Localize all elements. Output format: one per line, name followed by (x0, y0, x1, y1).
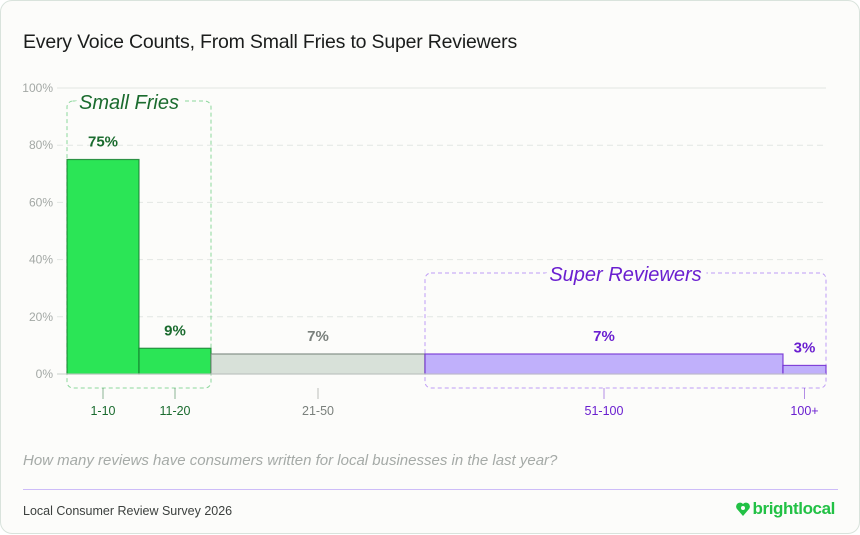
x-tick-label: 21-50 (302, 404, 334, 418)
data-label: 3% (794, 339, 816, 356)
bar-1-10 (66, 158, 140, 375)
bar-11-20 (138, 347, 212, 375)
chart-question: How many reviews have consumers written … (23, 452, 558, 469)
small-fries-label: Small Fries (79, 92, 179, 114)
data-label: 75% (88, 134, 118, 151)
bar-100+ (782, 364, 827, 375)
y-tick-label: 100% (22, 81, 53, 95)
x-tick-label: 100+ (790, 404, 818, 418)
super-reviewers-box (424, 272, 827, 389)
data-label: 7% (307, 328, 329, 345)
y-tick-label: 60% (29, 195, 53, 209)
x-tick-label: 1-10 (90, 404, 115, 418)
super-reviewers-label: Super Reviewers (549, 264, 701, 286)
pin-heart-icon (735, 502, 750, 516)
x-tick-label: 51-100 (585, 404, 624, 418)
footer-divider (23, 489, 838, 490)
footer-source: Local Consumer Review Survey 2026 (23, 504, 233, 518)
y-tick-label: 0% (36, 367, 54, 381)
x-tick-label: 11-20 (159, 404, 190, 418)
bar-51-100 (424, 353, 784, 375)
y-tick-label: 20% (29, 310, 53, 324)
chart-title: Every Voice Counts, From Small Fries to … (23, 31, 518, 53)
y-tick-label: 80% (29, 138, 53, 152)
data-label: 9% (164, 322, 186, 339)
brand-name: brightlocal (752, 499, 836, 518)
data-label: 7% (593, 328, 615, 345)
y-tick-label: 40% (29, 253, 53, 267)
small-fries-box (66, 100, 212, 389)
bar-21-50 (210, 353, 426, 375)
brightlocal-logo: brightlocal (735, 499, 836, 519)
